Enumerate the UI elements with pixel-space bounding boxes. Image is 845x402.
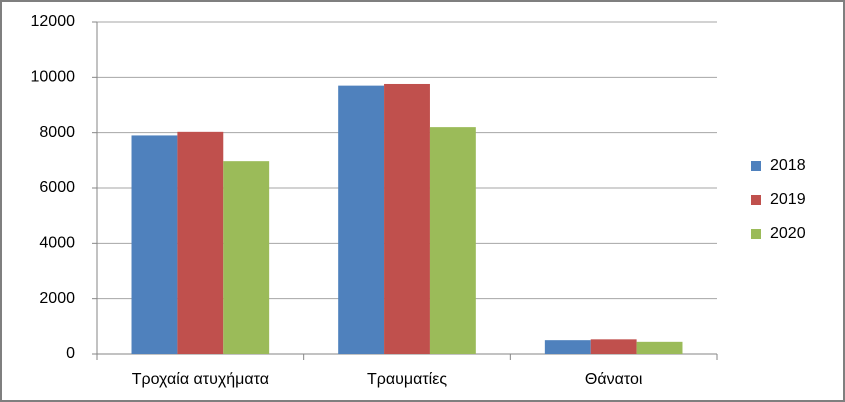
legend-label: 2018 — [770, 157, 806, 174]
bar — [429, 127, 476, 354]
bar — [338, 85, 385, 354]
bar — [590, 339, 637, 354]
x-tick-label: Τραυματίες — [367, 371, 447, 388]
bar — [131, 135, 178, 354]
y-tick-label: 10000 — [31, 69, 76, 86]
y-tick-label: 0 — [66, 345, 75, 362]
legend-label: 2019 — [770, 191, 806, 208]
x-tick-label: Τροχαία ατυχήματα — [132, 371, 269, 388]
y-tick-label: 4000 — [39, 235, 75, 252]
bar — [384, 83, 430, 355]
bar — [636, 341, 683, 354]
y-tick-label: 12000 — [31, 13, 76, 30]
legend-swatch — [751, 161, 761, 171]
x-tick-label: Θάνατοι — [585, 371, 643, 388]
legend-label: 2020 — [770, 225, 806, 242]
bar — [177, 131, 224, 354]
y-tick-label: 8000 — [39, 124, 75, 141]
y-tick-label: 6000 — [39, 179, 75, 196]
legend-swatch — [751, 229, 761, 239]
legend-swatch — [751, 195, 761, 205]
bar — [223, 161, 270, 354]
y-tick-label: 2000 — [39, 290, 75, 307]
bar — [544, 340, 591, 354]
